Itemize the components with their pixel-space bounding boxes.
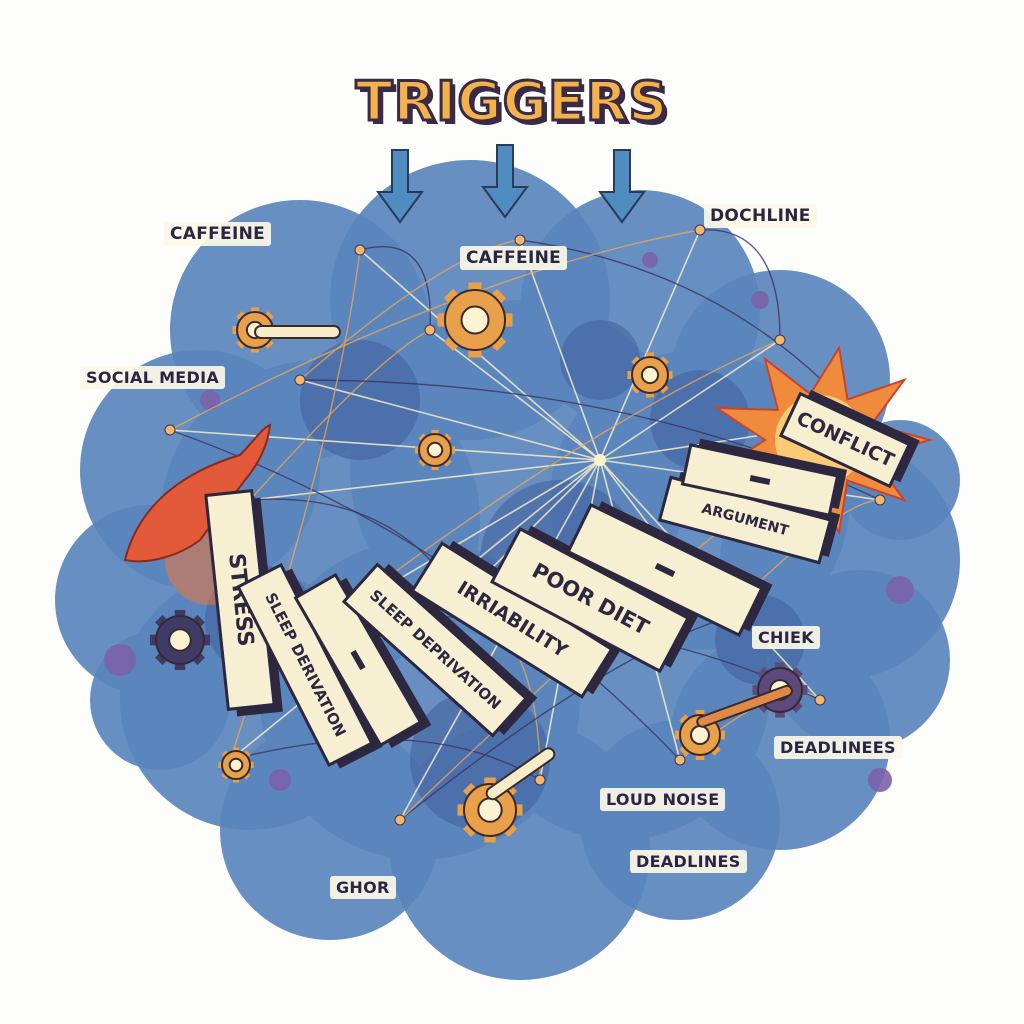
arrow-down-icon [376,149,424,224]
lever-icon [254,325,341,339]
arrow-down-icon [481,144,529,219]
label-loud-noise: LOUD NOISE [600,788,726,811]
domino-pip [350,649,366,671]
domino-pip [654,562,676,578]
domino-argument: ARGUMENT [657,471,841,565]
domino-poor-diet: POOR DIET [490,525,699,674]
label-social-media: SOCIAL MEDIA [80,366,226,389]
label-chiek: CHIEK [752,626,820,649]
gear-icon [415,430,455,470]
trigger-arrows [376,144,646,224]
arrow-down-icon [598,149,646,224]
gear-icon [150,610,210,670]
label-ghor: GHOR [330,876,396,899]
gear-icon [437,282,513,358]
gear-group [150,282,808,843]
label-dochline: DOCHLINE [704,204,817,228]
label-caffeine-center: CAFFEINE [460,246,568,270]
domino-pip [749,474,771,486]
gear-icon [218,747,254,783]
domino-chain: STRESS SLEEP DERIVATION SLEEP DEPRIVATIONI… [204,389,920,769]
label-deadlines: DEADLINES [630,850,747,873]
domino-blank-1 [293,572,432,749]
page-title: TRIGGERS [354,69,669,135]
label-caffeine-left: CAFFEINE [164,222,272,246]
label-deadlinees: DEADLINEES [774,736,902,759]
lever-icon [485,747,556,801]
domino-blank-2 [566,501,773,638]
lever-icon [696,684,793,728]
gear-icon [627,352,673,398]
domino-blank-3 [680,438,848,517]
